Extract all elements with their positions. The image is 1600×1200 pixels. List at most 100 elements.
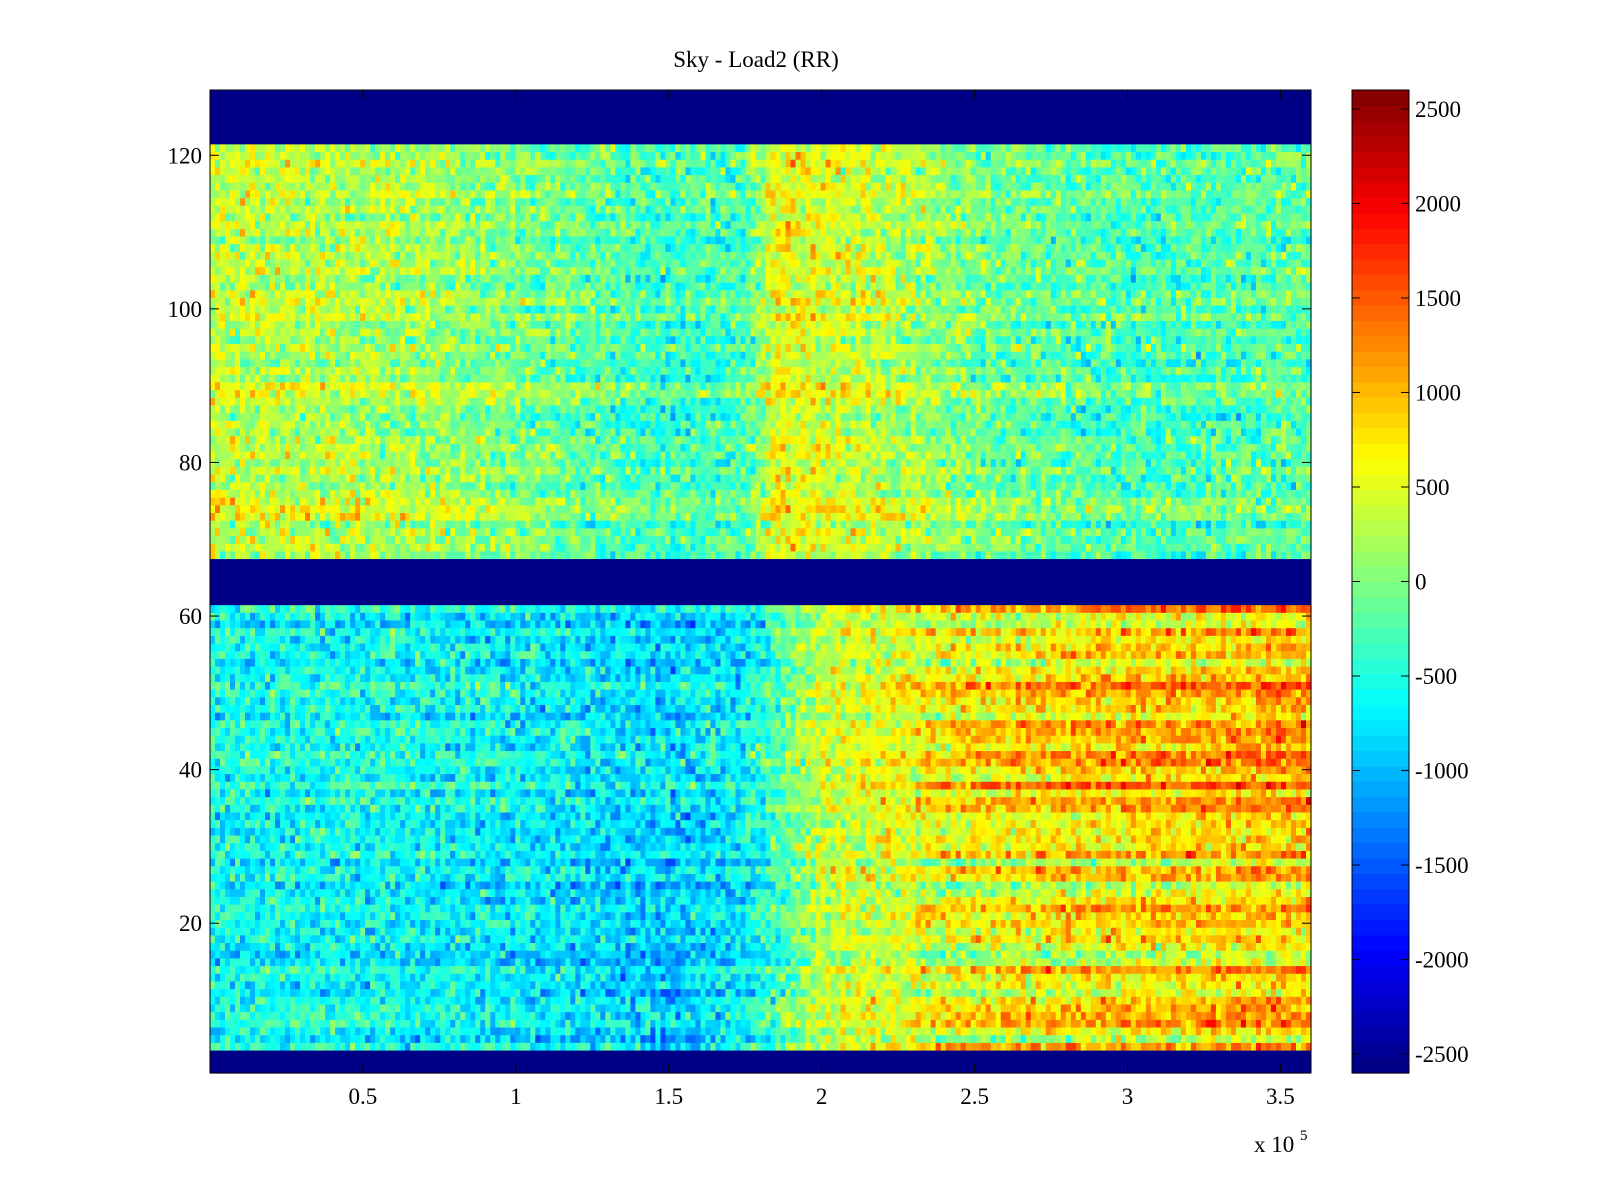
heatmap-cell [660,1012,666,1020]
heatmap-cell [856,927,862,935]
heatmap-cell [876,981,882,989]
heatmap-cell [786,935,792,943]
heatmap-cell [1206,881,1212,889]
heatmap-cell [1136,1035,1142,1043]
heatmap-cell [931,996,937,1004]
heatmap-cell [1046,942,1052,950]
heatmap-cell [315,996,321,1004]
heatmap-cell [740,873,746,881]
heatmap-cell [1061,965,1067,973]
heatmap-cell [250,950,256,958]
heatmap-cell [605,881,611,889]
heatmap-cell [410,873,416,881]
heatmap-cell [1296,1042,1302,1050]
heatmap-cell [435,981,441,989]
heatmap-cell [966,927,972,935]
heatmap-cell [1196,889,1202,897]
heatmap-cell [420,1019,426,1027]
heatmap-cell [1086,927,1092,935]
heatmap-cell [1031,1027,1037,1035]
heatmap-cell [545,958,551,966]
heatmap-cell [871,912,877,920]
heatmap-cell [575,935,581,943]
heatmap-cell [961,1019,967,1027]
heatmap-cell [1036,996,1042,1004]
heatmap-cell [1061,927,1067,935]
heatmap-cell [560,1012,566,1020]
heatmap-cell [620,912,626,920]
heatmap-cell [1246,935,1252,943]
heatmap-cell [675,981,681,989]
heatmap-cell [475,1042,481,1050]
heatmap-cell [1031,1004,1037,1012]
heatmap-cell [615,1004,621,1012]
heatmap-cell [570,881,576,889]
heatmap-cell [981,889,987,897]
heatmap-cell [500,881,506,889]
heatmap-cell [1141,1019,1147,1027]
heatmap-cell [1276,973,1282,981]
heatmap-cell [791,996,797,1004]
heatmap-cell [981,896,987,904]
heatmap-cell [991,1019,997,1027]
heatmap-cell [871,896,877,904]
heatmap-cell [335,873,341,881]
heatmap-cell [255,958,261,966]
heatmap-cell [270,996,276,1004]
heatmap-cell [806,981,812,989]
heatmap-cell [725,896,731,904]
heatmap-cell [1101,919,1107,927]
heatmap-cell [645,889,651,897]
heatmap-cell [1266,912,1272,920]
heatmap-cell [500,896,506,904]
heatmap-cell [1096,958,1102,966]
heatmap-cell [505,973,511,981]
heatmap-cell [1031,958,1037,966]
heatmap-cell [240,881,246,889]
heatmap-cell [395,981,401,989]
heatmap-cell [921,1027,927,1035]
heatmap-cell [660,958,666,966]
heatmap-cell [1021,912,1027,920]
heatmap-cell [440,1027,446,1035]
heatmap-cell [911,1027,917,1035]
heatmap-cell [901,989,907,997]
heatmap-cell [335,881,341,889]
heatmap-cell [720,996,726,1004]
heatmap-cell [1251,1027,1257,1035]
heatmap-cell [1001,881,1007,889]
heatmap-cell [956,889,962,897]
heatmap-cell [761,989,767,997]
heatmap-cell [831,973,837,981]
heatmap-cell [1116,889,1122,897]
heatmap-cell [1251,881,1257,889]
heatmap-cell [1081,904,1087,912]
heatmap-cell [951,973,957,981]
heatmap-cell [1116,942,1122,950]
heatmap-cell [440,1012,446,1020]
heatmap-cell [745,996,751,1004]
heatmap-cell [475,942,481,950]
heatmap-cell [1286,1042,1292,1050]
heatmap-cell [886,965,892,973]
heatmap-cell [1081,981,1087,989]
heatmap-cell [415,973,421,981]
heatmap-cell [1011,881,1017,889]
heatmap-cell [500,950,506,958]
heatmap-cell [215,973,221,981]
heatmap-cell [705,904,711,912]
heatmap-cell [350,1004,356,1012]
heatmap-cell [635,1012,641,1020]
heatmap-cell [550,1004,556,1012]
heatmap-cell [660,1042,666,1050]
heatmap-cell [801,958,807,966]
heatmap-cell [550,912,556,920]
heatmap-cell [575,896,581,904]
heatmap-cell [305,889,311,897]
heatmap-cell [230,950,236,958]
heatmap-cell [445,1042,451,1050]
heatmap-cell [1161,935,1167,943]
heatmap-cell [796,927,802,935]
heatmap-cell [615,1035,621,1043]
heatmap-cell [1196,1019,1202,1027]
